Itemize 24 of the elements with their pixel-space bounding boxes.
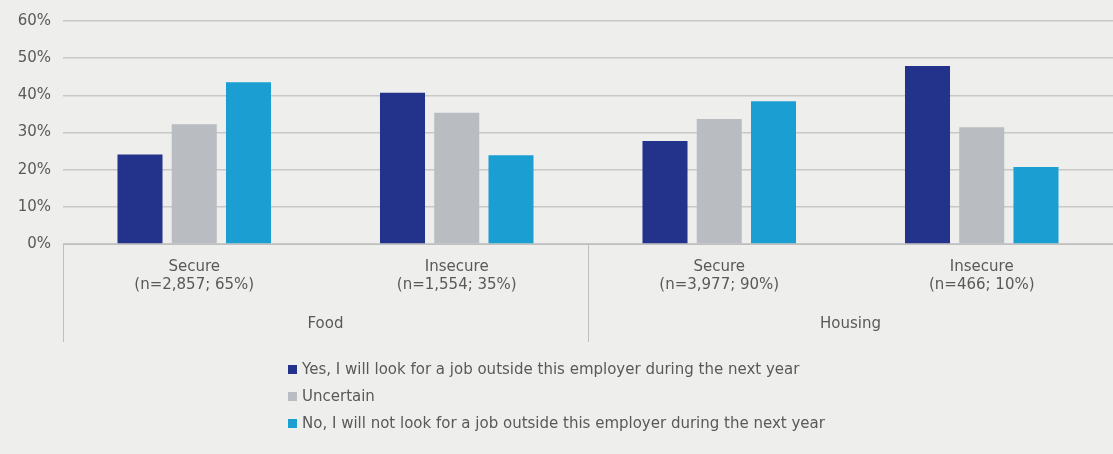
- legend-label: No, I will not look for a job outside this employer during the next year: [302, 414, 825, 432]
- bar: [117, 154, 163, 244]
- text: Food: [307, 313, 344, 332]
- y-tick-label: 30%: [17, 122, 51, 141]
- y-tick-label: 50%: [17, 48, 51, 67]
- x-tick-label: Insecure (n=466; 10%): [928, 256, 1035, 293]
- y-tick-label: 0%: [27, 233, 51, 252]
- bar: [488, 155, 534, 244]
- legend-label: Uncertain: [302, 387, 375, 405]
- y-tick-label: 40%: [17, 85, 51, 104]
- bar: [642, 141, 688, 244]
- bar: [1013, 167, 1059, 244]
- bar: [225, 82, 272, 244]
- x-tick-label: Secure (n=3,977; 90%): [659, 256, 780, 293]
- y-tick-label: 20%: [17, 159, 51, 178]
- x-tick-label: Secure (n=2,857; 65%): [134, 256, 255, 293]
- y-tick-label: 10%: [17, 196, 51, 215]
- bar: [904, 65, 951, 244]
- bar: [379, 92, 426, 244]
- y-tick-label: 60%: [17, 10, 51, 29]
- bar: [750, 101, 797, 244]
- text: Housing: [820, 313, 881, 332]
- legend-label: Yes, I will look for a job outside this employer during the next year: [302, 360, 800, 378]
- x-tick-label: Insecure (n=1,554; 35%): [396, 256, 517, 293]
